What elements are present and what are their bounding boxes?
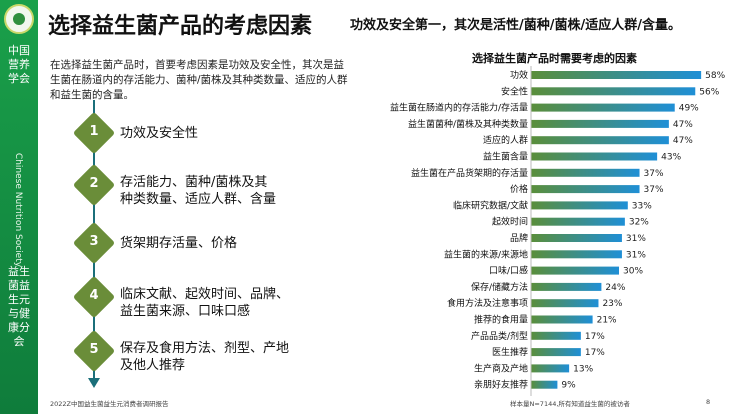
value-label: 30%: [623, 267, 643, 277]
value-label: 31%: [626, 234, 646, 244]
value-label: 13%: [573, 364, 593, 374]
bar: [531, 234, 622, 242]
bar: [531, 331, 581, 340]
step-text: 保存及食用方法、剂型、产地及他人推荐: [120, 341, 290, 373]
category-label: 适应的人群: [483, 134, 528, 146]
bar: [531, 119, 669, 128]
sidebar: 中国营养学会 Chinese Nutrition Society 益生菌益生元与…: [0, 0, 38, 414]
bar: [531, 315, 593, 324]
category-label: 起效时间: [492, 216, 528, 228]
value-label: 17%: [585, 348, 605, 358]
footer-sample-note: 样本量N=7144,所有知道益生菌的被访者: [510, 400, 630, 408]
category-label: 亲朋好友推荐: [474, 379, 528, 391]
step-number: 3: [89, 234, 99, 249]
bar: [531, 364, 570, 373]
value-label: 56%: [699, 87, 719, 97]
bar: [531, 152, 658, 161]
category-label: 推荐的食用量: [474, 314, 528, 326]
org-name-en: Chinese Nutrition Society: [13, 152, 23, 268]
page-title: 选择益生菌产品的考虑因素: [48, 14, 313, 39]
value-label: 23%: [602, 299, 622, 309]
category-label: 益生菌在产品货架期的存活量: [411, 167, 528, 179]
category-label: 食用方法及注意事项: [447, 297, 528, 309]
value-label: 37%: [644, 169, 664, 179]
value-label: 31%: [626, 250, 646, 260]
bar: [531, 348, 581, 357]
value-label: 47%: [673, 136, 693, 146]
step-item: 5 保存及食用方法、剂型、产地及他人推荐: [72, 329, 366, 382]
step-number: 2: [89, 176, 99, 191]
value-label: 37%: [644, 185, 664, 195]
category-label: 保存/储藏方法: [471, 281, 528, 293]
page-number: 8: [706, 398, 711, 406]
value-label: 43%: [661, 153, 681, 163]
value-label: 17%: [585, 332, 605, 342]
value-label: 9%: [561, 381, 576, 391]
bar: [531, 282, 602, 291]
bar-chart: 功效 58% 安全性 56% 益生菌在肠道内的存活能力/存活量 49% 益生菌菌种/菌株及其…: [390, 66, 726, 396]
category-label: 产品品类/剂型: [471, 330, 528, 342]
bar: [531, 87, 696, 96]
category-label: 益生菌菌种/菌株及其种类数量: [408, 118, 528, 130]
value-label: 24%: [605, 283, 625, 293]
intro-paragraph: 在选择益生菌产品时，首要考虑因素是功效及安全性，其次是益生菌在肠道内的存活能力、…: [50, 59, 348, 101]
step-text: 临床文献、起效时间、品牌、益生菌来源、口味口感: [120, 287, 290, 319]
chart-title: 选择益生菌产品时需要考虑的因素: [472, 52, 637, 65]
timeline-arrow-icon: [88, 378, 100, 388]
category-label: 口味/口感: [489, 265, 528, 277]
society-logo-icon: [4, 4, 34, 34]
step-text: 货架期存活量、价格: [120, 236, 238, 251]
org-name-cn: 中国营养学会: [8, 44, 30, 85]
category-label: 医生推荐: [492, 346, 528, 358]
step-number: 4: [89, 288, 99, 303]
category-label: 益生菌在肠道内的存活能力/存活量: [390, 102, 528, 114]
bar: [531, 168, 640, 177]
footer-source: 2022Z中国益生菌益生元消费者调研报告: [50, 400, 169, 408]
category-label: 安全性: [501, 85, 528, 97]
step-item: 1 功效及安全性: [72, 111, 366, 164]
category-label: 价格: [510, 183, 528, 195]
bar: [531, 136, 669, 145]
step-item: 4 临床文献、起效时间、品牌、益生菌来源、口味口感: [72, 275, 366, 328]
category-label: 品牌: [510, 232, 528, 244]
value-label: 58%: [705, 71, 725, 81]
step-number: 5: [89, 342, 99, 357]
step-text: 功效及安全性: [120, 126, 199, 141]
category-label: 功效: [510, 69, 528, 81]
bar: [531, 201, 628, 210]
value-label: 49%: [679, 104, 699, 114]
page-subtitle: 功效及安全第一，其次是活性/菌种/菌株/适应人群/含量。: [350, 18, 681, 33]
step-item: 2 存活能力、菌种/菌株及其种类数量、适应人群、含量: [72, 163, 366, 216]
bar: [531, 299, 599, 308]
bar: [531, 71, 702, 79]
category-label: 生产商及产地: [474, 362, 528, 374]
category-label: 临床研究数据/文献: [453, 199, 528, 211]
bar: [531, 266, 619, 275]
bar: [531, 103, 675, 112]
step-number: 1: [89, 124, 99, 139]
bar: [531, 380, 558, 389]
bar: [531, 250, 622, 259]
bar: [531, 185, 640, 194]
step-item: 3 货架期存活量、价格: [72, 221, 366, 274]
value-label: 21%: [597, 316, 617, 326]
value-label: 47%: [673, 120, 693, 130]
step-text: 存活能力、菌种/菌株及其种类数量、适应人群、含量: [120, 175, 277, 207]
value-label: 32%: [629, 218, 649, 228]
category-label: 益生菌的来源/来源地: [444, 248, 528, 260]
category-label: 益生菌含量: [483, 151, 528, 163]
value-label: 33%: [632, 201, 652, 211]
branch-name-cn: 益生菌益生元与健康分会: [8, 265, 30, 348]
bar: [531, 217, 625, 226]
